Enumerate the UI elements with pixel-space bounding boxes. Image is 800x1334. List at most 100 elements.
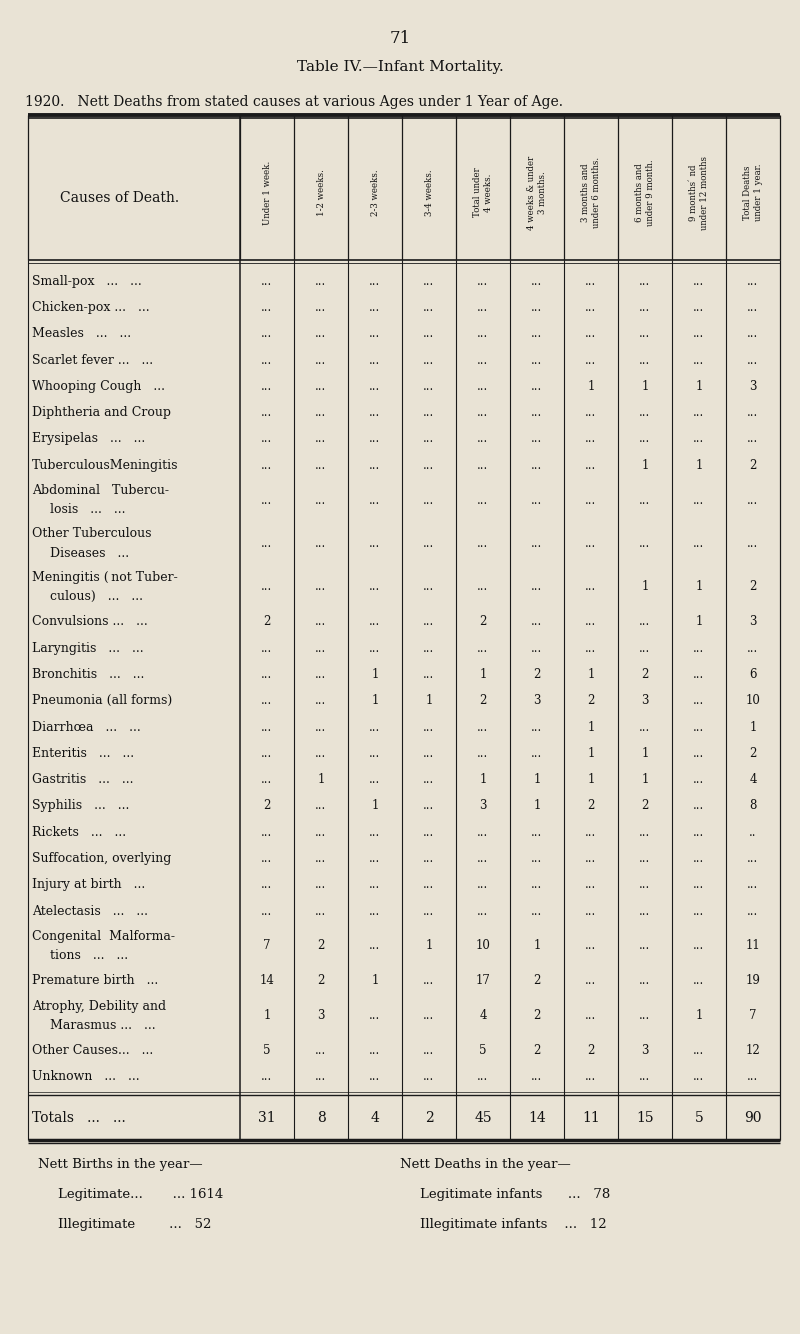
Text: 2: 2 — [479, 694, 486, 707]
Text: Legitimate infants      ...   78: Legitimate infants ... 78 — [420, 1189, 610, 1201]
Text: Congenital  Malforma-: Congenital Malforma- — [32, 930, 175, 943]
Text: ...: ... — [586, 459, 597, 472]
Text: 8: 8 — [317, 1110, 326, 1125]
Text: ...: ... — [423, 774, 434, 786]
Text: 9 months ́ nd
under 12 months: 9 months ́ nd under 12 months — [689, 156, 709, 229]
Text: ...: ... — [586, 852, 597, 864]
Text: Other Causes...   ...: Other Causes... ... — [32, 1045, 154, 1057]
Text: 14: 14 — [528, 1110, 546, 1125]
Text: ...: ... — [478, 747, 489, 760]
Text: Convulsions ...   ...: Convulsions ... ... — [32, 615, 148, 628]
Text: ...: ... — [478, 459, 489, 472]
Text: ...: ... — [262, 580, 273, 594]
Text: ...: ... — [531, 380, 542, 394]
Text: ...: ... — [478, 852, 489, 864]
Text: ...: ... — [423, 1045, 434, 1057]
Text: ...: ... — [586, 580, 597, 594]
Text: 7: 7 — [263, 939, 270, 952]
Text: ...: ... — [478, 380, 489, 394]
Text: 1: 1 — [587, 380, 594, 394]
Text: ...: ... — [423, 301, 434, 313]
Text: ...: ... — [423, 432, 434, 446]
Text: ...: ... — [694, 642, 705, 655]
Text: ...: ... — [262, 275, 273, 288]
Text: ...: ... — [639, 301, 650, 313]
Text: ...: ... — [694, 538, 705, 550]
Text: 2: 2 — [479, 615, 486, 628]
Text: ...: ... — [262, 747, 273, 760]
Text: Gastritis   ...   ...: Gastritis ... ... — [32, 774, 134, 786]
Text: 4: 4 — [750, 774, 757, 786]
Text: 1: 1 — [695, 1010, 702, 1022]
Text: 5: 5 — [263, 1045, 270, 1057]
Text: ...: ... — [262, 459, 273, 472]
Text: ...: ... — [694, 406, 705, 419]
Text: ...: ... — [531, 406, 542, 419]
Text: ...: ... — [423, 459, 434, 472]
Text: ...: ... — [370, 852, 381, 864]
Text: ...: ... — [531, 826, 542, 839]
Text: 3: 3 — [479, 799, 486, 812]
Text: 4 weeks & under
3 months.: 4 weeks & under 3 months. — [527, 155, 547, 229]
Text: ...: ... — [315, 826, 326, 839]
Text: 11: 11 — [746, 939, 760, 952]
Text: ...: ... — [423, 1010, 434, 1022]
Text: ...: ... — [478, 432, 489, 446]
Text: ...: ... — [478, 275, 489, 288]
Text: 4: 4 — [370, 1110, 379, 1125]
Text: 2: 2 — [587, 1045, 594, 1057]
Text: 12: 12 — [746, 1045, 760, 1057]
Text: ...: ... — [370, 432, 381, 446]
Text: Small-pox   ...   ...: Small-pox ... ... — [32, 275, 142, 288]
Text: Measles   ...   ...: Measles ... ... — [32, 327, 131, 340]
Text: ...: ... — [478, 720, 489, 734]
Text: ...: ... — [586, 904, 597, 918]
Text: ...: ... — [694, 1045, 705, 1057]
Text: ...: ... — [315, 406, 326, 419]
Text: ...: ... — [586, 1010, 597, 1022]
Text: Rickets   ...   ...: Rickets ... ... — [32, 826, 126, 839]
Text: ...: ... — [639, 432, 650, 446]
Text: 3 months and
under 6 months.: 3 months and under 6 months. — [581, 157, 601, 228]
Text: ...: ... — [370, 615, 381, 628]
Text: ...: ... — [423, 327, 434, 340]
Text: 71: 71 — [390, 29, 410, 47]
Text: ...: ... — [586, 615, 597, 628]
Text: ...: ... — [370, 747, 381, 760]
Text: ...: ... — [262, 406, 273, 419]
Text: Abdominal   Tubercu-: Abdominal Tubercu- — [32, 484, 169, 498]
Text: ...: ... — [639, 1010, 650, 1022]
Text: ...: ... — [694, 852, 705, 864]
Text: ...: ... — [586, 275, 597, 288]
Text: 1: 1 — [587, 668, 594, 680]
Text: ...: ... — [694, 939, 705, 952]
Text: Nett Births in the year—: Nett Births in the year— — [38, 1158, 202, 1171]
Text: ...: ... — [262, 642, 273, 655]
Text: ...: ... — [639, 720, 650, 734]
Text: 2: 2 — [534, 1010, 541, 1022]
Text: ...: ... — [315, 799, 326, 812]
Text: ...: ... — [531, 878, 542, 891]
Text: ...: ... — [694, 275, 705, 288]
Text: ...: ... — [747, 494, 758, 507]
Text: ...: ... — [694, 354, 705, 367]
Text: 1: 1 — [371, 974, 378, 987]
Text: ...: ... — [694, 1070, 705, 1083]
Text: 2: 2 — [750, 747, 757, 760]
Text: ...: ... — [370, 720, 381, 734]
Text: ...: ... — [262, 301, 273, 313]
Text: ...: ... — [262, 354, 273, 367]
Text: ...: ... — [423, 974, 434, 987]
Text: 1: 1 — [587, 774, 594, 786]
Text: ...: ... — [694, 904, 705, 918]
Text: 1: 1 — [642, 747, 649, 760]
Text: ...: ... — [423, 747, 434, 760]
Text: 1: 1 — [426, 939, 433, 952]
Text: ...: ... — [639, 826, 650, 839]
Text: ...: ... — [478, 642, 489, 655]
Text: ...: ... — [370, 939, 381, 952]
Text: ...: ... — [315, 327, 326, 340]
Text: ...: ... — [586, 642, 597, 655]
Text: ...: ... — [315, 642, 326, 655]
Text: culous)   ...   ...: culous) ... ... — [42, 590, 143, 603]
